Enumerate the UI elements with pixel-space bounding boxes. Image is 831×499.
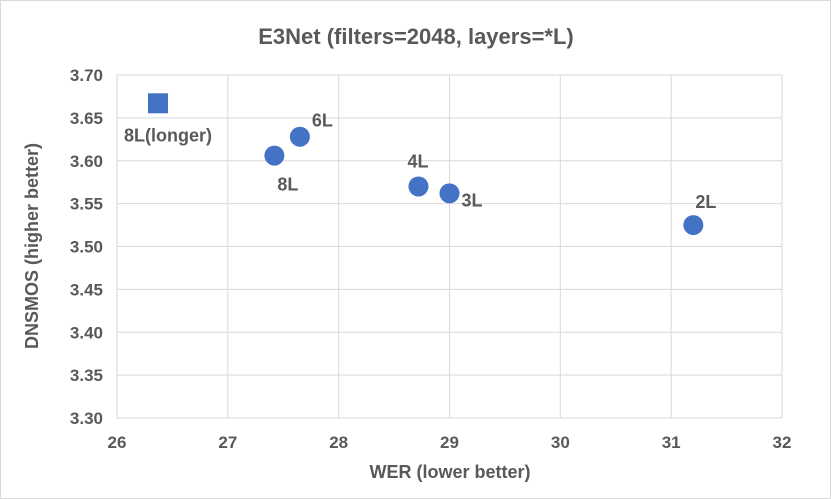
- data-point-circle: [289, 126, 310, 147]
- y-tick-label: 3.45: [70, 280, 103, 299]
- y-tick-label: 3.60: [70, 152, 103, 171]
- y-tick-label: 3.55: [70, 195, 103, 214]
- x-tick-label: 26: [108, 433, 127, 452]
- data-point-circle: [264, 145, 285, 166]
- data-point-circle: [439, 183, 460, 204]
- point-label: 3L: [462, 190, 483, 210]
- point-label: 2L: [695, 192, 716, 212]
- data-point-circle: [683, 215, 704, 236]
- point-label: 8L: [277, 175, 298, 195]
- x-tick-label: 29: [440, 433, 459, 452]
- point-label: 8L(longer): [124, 125, 212, 145]
- chart-title: E3Net (filters=2048, layers=*L): [258, 24, 574, 49]
- data-point-circle: [408, 176, 429, 197]
- x-tick-label: 28: [329, 433, 348, 452]
- y-tick-label: 3.50: [70, 238, 103, 257]
- point-label: 4L: [407, 151, 428, 171]
- data-point-square: [148, 93, 169, 114]
- x-tick-label: 31: [662, 433, 681, 452]
- y-tick-label: 3.40: [70, 323, 103, 342]
- y-tick-label: 3.30: [70, 409, 103, 428]
- x-tick-label: 27: [218, 433, 237, 452]
- point-label: 6L: [312, 111, 333, 131]
- x-axis-label: WER (lower better): [369, 462, 530, 482]
- data-points: [148, 93, 704, 236]
- x-tick-label: 30: [551, 433, 570, 452]
- y-tick-label: 3.70: [70, 66, 103, 85]
- y-axis-label: DNSMOS (higher better): [22, 143, 42, 349]
- y-tick-label: 3.65: [70, 109, 103, 128]
- point-labels: 8L(longer) 6L 8L 4L 3L 2L: [124, 111, 716, 212]
- y-tick-label: 3.35: [70, 366, 103, 385]
- gridlines: [116, 74, 783, 419]
- x-tick-labels: 26 27 28 29 30 31 32: [108, 433, 792, 452]
- y-tick-labels: 3.30 3.35 3.40 3.45 3.50 3.55 3.60 3.65 3.70: [70, 66, 103, 428]
- x-tick-label: 32: [773, 433, 792, 452]
